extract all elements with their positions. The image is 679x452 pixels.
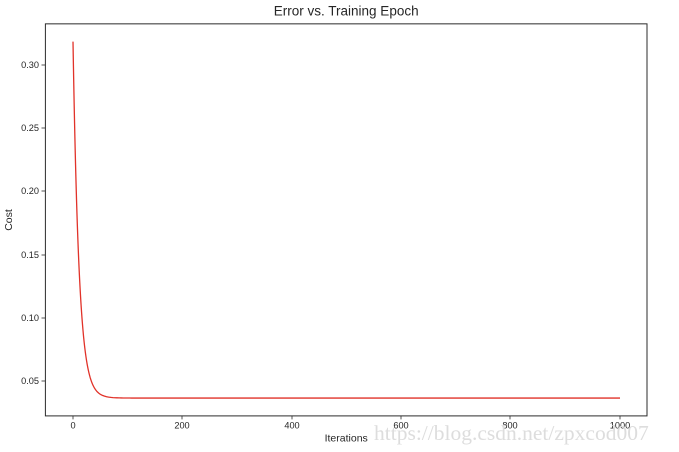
svg-text:0.30: 0.30 — [21, 60, 39, 70]
svg-text:0.20: 0.20 — [21, 186, 39, 196]
svg-text:https://blog.csdn.net/zpxcod00: https://blog.csdn.net/zpxcod007 — [374, 421, 649, 445]
svg-text:400: 400 — [284, 421, 299, 431]
svg-text:0.10: 0.10 — [21, 313, 39, 323]
svg-text:Error vs. Training Epoch: Error vs. Training Epoch — [274, 4, 419, 19]
svg-text:0.25: 0.25 — [21, 123, 39, 133]
svg-text:200: 200 — [174, 421, 189, 431]
svg-text:0.15: 0.15 — [21, 250, 39, 260]
svg-text:0.05: 0.05 — [21, 376, 39, 386]
svg-text:Iterations: Iterations — [325, 433, 368, 445]
svg-text:Cost: Cost — [3, 209, 15, 231]
svg-text:0: 0 — [70, 421, 75, 431]
